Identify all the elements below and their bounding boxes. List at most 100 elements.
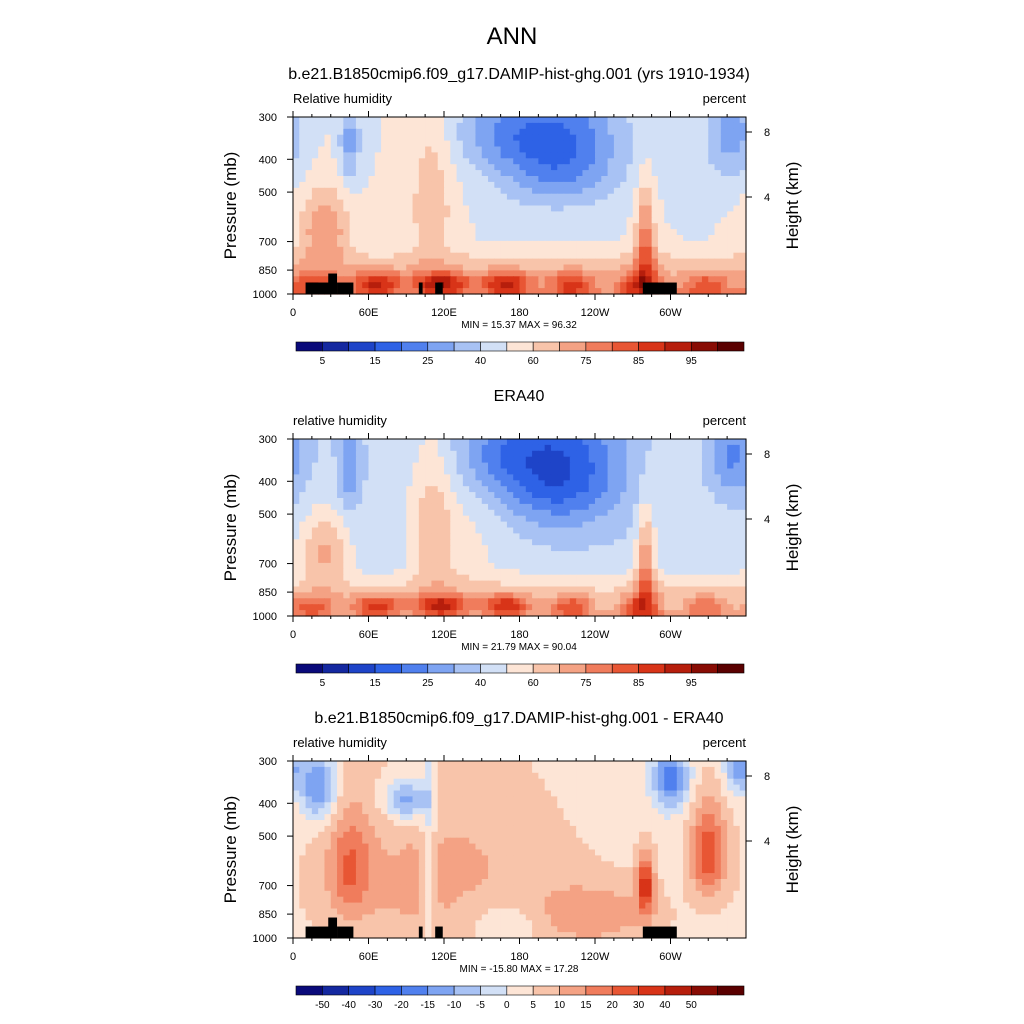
- contour-cell: [412, 117, 420, 124]
- contour-cell: [324, 557, 332, 564]
- contour-cell: [393, 258, 401, 266]
- contour-cell: [362, 492, 370, 499]
- contour-cell: [651, 258, 659, 266]
- contour-cell: [588, 492, 596, 499]
- contour-cell: [437, 252, 445, 260]
- contour-cell: [657, 270, 665, 277]
- contour-cell: [387, 796, 395, 803]
- contour-cell: [456, 784, 464, 792]
- contour-cell: [481, 772, 489, 780]
- contour-cell: [538, 586, 546, 593]
- contour-cell: [739, 486, 747, 493]
- contour-cell: [733, 486, 741, 493]
- contour-cell: [525, 527, 533, 534]
- contour-cell: [343, 205, 351, 212]
- contour-cell: [425, 264, 433, 271]
- contour-cell: [645, 784, 653, 792]
- contour-cell: [425, 761, 433, 768]
- contour-cell: [639, 568, 646, 576]
- contour-cell: [431, 152, 439, 159]
- contour-cell: [374, 152, 382, 159]
- contour-cell: [670, 498, 678, 505]
- figure-title: ANN: [487, 23, 538, 50]
- contour-cell: [412, 498, 420, 505]
- contour-cell: [632, 240, 640, 248]
- contour-cell: [399, 176, 407, 183]
- contour-cell: [645, 158, 653, 165]
- contour-cell: [727, 598, 735, 605]
- contour-cell: [475, 604, 483, 611]
- contour-cell: [418, 562, 426, 570]
- contour-cell: [506, 199, 514, 207]
- contour-cell: [563, 778, 571, 786]
- contour-cell: [387, 187, 395, 195]
- contour-cell: [538, 282, 546, 289]
- contour-cell: [714, 492, 722, 499]
- contour-cell: [406, 598, 414, 605]
- contour-cell: [355, 282, 363, 289]
- contour-cell: [563, 164, 571, 171]
- contour-cell: [450, 586, 458, 593]
- contour-cell: [349, 557, 357, 564]
- contour-cell: [462, 592, 470, 599]
- contour-cell: [607, 586, 615, 593]
- contour-cell: [506, 486, 514, 493]
- contour-cell: [318, 229, 326, 236]
- contour-cell: [456, 122, 464, 130]
- contour-cell: [337, 181, 344, 189]
- contour-cell: [450, 503, 458, 511]
- contour-cell: [406, 474, 414, 481]
- contour-cell: [368, 574, 376, 582]
- contour-cell: [399, 187, 407, 195]
- contour-cell: [318, 474, 326, 481]
- contour-cell: [701, 527, 709, 534]
- contour-cell: [349, 270, 357, 277]
- contour-cell: [324, 604, 332, 611]
- contour-cell: [557, 158, 565, 165]
- contour-cell: [601, 574, 609, 582]
- contour-cell: [557, 444, 565, 452]
- contour-cell: [418, 515, 426, 523]
- contour-cell: [733, 521, 741, 529]
- contour-cell: [651, 545, 659, 552]
- contour-cell: [708, 439, 716, 446]
- contour-cell: [544, 264, 552, 271]
- contour-cell: [462, 240, 470, 248]
- contour-cell: [701, 533, 709, 540]
- contour-cell: [620, 181, 628, 189]
- contour-cell: [639, 235, 646, 242]
- contour-cell: [525, 503, 533, 511]
- contour-cell: [695, 164, 703, 171]
- contour-cell: [544, 468, 552, 475]
- contour-cell: [318, 492, 326, 499]
- contour-cell: [406, 146, 414, 153]
- contour-cell: [544, 140, 552, 148]
- contour-cell: [374, 240, 382, 248]
- contour-cell: [381, 598, 388, 605]
- contour-cell: [500, 246, 508, 254]
- contour-cell: [337, 193, 344, 201]
- contour-cell: [374, 258, 382, 266]
- contour-cell: [676, 539, 684, 546]
- contour-cell: [488, 450, 495, 458]
- contour-cell: [544, 276, 552, 283]
- contour-cell: [418, 146, 426, 153]
- colorbar-label: 40: [475, 678, 487, 689]
- contour-cell: [324, 450, 332, 458]
- contour-cell: [739, 450, 747, 458]
- contour-cell: [311, 235, 319, 242]
- contour-cell: [381, 246, 388, 254]
- contour-cell: [318, 610, 326, 617]
- units-label: percent: [703, 413, 747, 428]
- contour-cell: [399, 527, 407, 534]
- contour-cell: [506, 551, 514, 558]
- contour-cell: [343, 604, 351, 611]
- contour-cell: [538, 288, 546, 295]
- contour-cell: [626, 158, 634, 165]
- contour-cell: [708, 240, 716, 248]
- contour-cell: [444, 456, 451, 464]
- contour-cell: [425, 170, 433, 177]
- contour-cell: [532, 468, 539, 475]
- contour-cell: [362, 235, 370, 242]
- contour-cell: [714, 574, 722, 582]
